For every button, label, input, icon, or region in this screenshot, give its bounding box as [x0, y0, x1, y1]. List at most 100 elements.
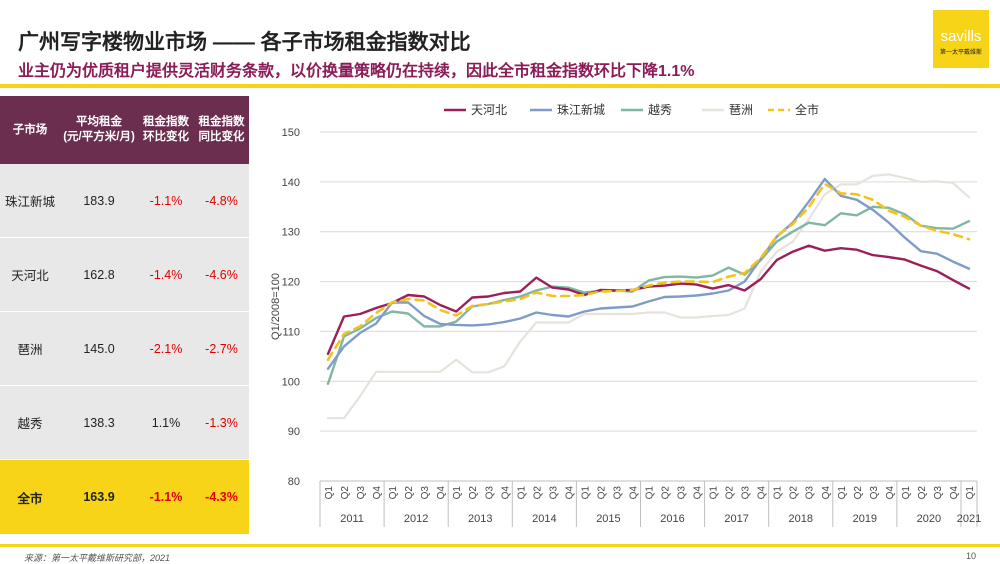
page-number: 10 [966, 551, 977, 561]
x-tick-label: Q2 [725, 486, 736, 500]
x-tick-label: Q3 [741, 486, 752, 500]
x-tick-label: Q3 [869, 486, 880, 500]
table-row: 珠江新城 183.9 -1.1% -4.8% [0, 164, 249, 238]
avg-rent: 145.0 [83, 341, 115, 356]
legend-label: 越秀 [648, 103, 672, 117]
x-tick-label: Q3 [677, 486, 688, 500]
x-tick-label: Q4 [628, 486, 639, 500]
series-line-3 [326, 173, 971, 420]
year-label: 2013 [468, 513, 492, 525]
x-tick-label: Q3 [484, 486, 495, 500]
header-avg-rent-line2: (元/平方米/月) [63, 131, 135, 143]
logo-name: savills [940, 28, 982, 45]
header-qoq: 租金指数 环比变化 [138, 96, 194, 164]
header-qoq-line1: 租金指数 [143, 116, 189, 128]
x-tick-label: Q1 [324, 486, 335, 500]
y-tick-label: 150 [282, 127, 300, 139]
submarket-name: 天河北 [11, 269, 49, 283]
x-tick-label: Q2 [532, 486, 543, 500]
y-tick-label: 140 [282, 177, 300, 189]
x-tick-label: Q2 [468, 486, 479, 500]
x-tick-label: Q1 [965, 486, 976, 500]
x-tick-label: Q1 [580, 486, 591, 500]
avg-rent: 183.9 [83, 193, 115, 208]
table-header: 子市场 平均租金 (元/平方米/月) 租金指数 环比变化 租金指数 同比变化 [0, 96, 249, 164]
x-tick-label: Q1 [452, 486, 463, 500]
y-tick-label: 90 [288, 426, 300, 438]
header-avg-rent: 平均租金 (元/平方米/月) [60, 96, 138, 164]
rent-index-line-chart: 80 90 100 110 120 130 140 150 Q1/2008=100 Q1 Q2 Q3 Q… [270, 102, 981, 527]
x-tick-label: Q4 [757, 486, 768, 500]
x-tick-label: Q3 [356, 486, 367, 500]
x-tick-label: Q2 [340, 486, 351, 500]
x-tick-label: Q4 [821, 486, 832, 500]
x-tick-label: Q3 [612, 486, 623, 500]
x-tick-label: Q3 [933, 486, 944, 500]
year-label: 2014 [532, 513, 556, 525]
y-tick-label: 100 [282, 376, 300, 388]
legend-label: 珠江新城 [557, 102, 605, 117]
year-label: 2018 [788, 513, 812, 525]
x-tick-label: Q4 [949, 486, 960, 500]
yoy-change: -4.3% [205, 490, 238, 504]
x-tick-label: Q1 [901, 486, 912, 500]
x-tick-label: Q1 [645, 486, 656, 500]
y-axis-label: Q1/2008=100 [270, 273, 282, 340]
series-line-4 [326, 182, 971, 362]
header-yoy-line1: 租金指数 [198, 116, 245, 128]
qoq-change: -1.4% [149, 267, 183, 282]
qoq-change: -2.1% [149, 341, 183, 356]
year-label: 2021 [957, 513, 981, 525]
yoy-change: -1.3% [205, 415, 238, 430]
header-submarket: 子市场 [12, 123, 48, 136]
footer-divider [0, 544, 1000, 547]
x-tick-label: Q4 [885, 486, 896, 500]
table-row: 琶洲 145.0 -2.1% -2.7% [0, 312, 249, 386]
x-tick-label: Q3 [548, 486, 559, 500]
header-yoy-line2: 同比变化 [198, 131, 245, 143]
year-label: 2011 [340, 513, 364, 525]
header-yoy: 租金指数 同比变化 [194, 96, 249, 164]
x-tick-label: Q1 [516, 486, 527, 500]
savills-logo: savills 第一太平戴维斯 [933, 10, 989, 68]
page-title: 广州写字楼物业市场 —— 各子市场租金指数对比 [18, 31, 471, 54]
x-tick-label: Q2 [596, 486, 607, 500]
series-line-1 [326, 177, 971, 370]
yoy-change: -2.7% [205, 341, 238, 356]
y-tick-label: 130 [282, 227, 300, 239]
source-note: 来源：第一太平戴维斯研究部，2021 [24, 553, 171, 563]
x-tick-label: Q4 [436, 486, 447, 500]
avg-rent: 163.9 [83, 490, 115, 504]
x-tick-label: Q1 [388, 486, 399, 500]
x-tick-label: Q4 [564, 486, 575, 500]
legend-label: 天河北 [471, 103, 507, 117]
year-label: 2016 [660, 513, 684, 525]
x-tick-label: Q3 [420, 486, 431, 500]
year-label: 2012 [404, 513, 428, 525]
legend-label: 全市 [795, 102, 819, 117]
x-tick-label: Q4 [500, 486, 511, 500]
legend-label: 琶洲 [729, 103, 753, 117]
submarket-name: 全市 [17, 491, 43, 506]
qoq-change: 1.1% [151, 415, 181, 430]
x-tick-label: Q1 [837, 486, 848, 500]
rent-table: 子市场 平均租金 (元/平方米/月) 租金指数 环比变化 租金指数 同比变化 珠江新城… [0, 96, 249, 534]
y-tick-label: 80 [288, 476, 300, 488]
x-tick-label: Q2 [661, 486, 672, 500]
avg-rent: 162.8 [83, 267, 115, 282]
yoy-change: -4.6% [205, 267, 238, 282]
table-row: 越秀 138.3 1.1% -1.3% [0, 386, 249, 460]
y-tick-label: 110 [282, 326, 300, 338]
header-qoq-line2: 环比变化 [143, 131, 189, 143]
yoy-change: -4.8% [205, 193, 238, 208]
x-tick-label: Q2 [917, 486, 928, 500]
y-tick-label: 120 [282, 277, 300, 289]
x-tick-label: Q2 [789, 486, 800, 500]
series-line-2 [326, 205, 971, 385]
x-tick-label: Q4 [693, 486, 704, 500]
x-tick-label: Q2 [404, 486, 415, 500]
table-row-total: 全市 163.9 -1.1% -4.3% [0, 460, 249, 534]
x-tick-label: Q1 [773, 486, 784, 500]
logo-tagline: 第一太平戴维斯 [939, 50, 982, 56]
table-row: 天河北 162.8 -1.4% -4.6% [0, 238, 249, 312]
